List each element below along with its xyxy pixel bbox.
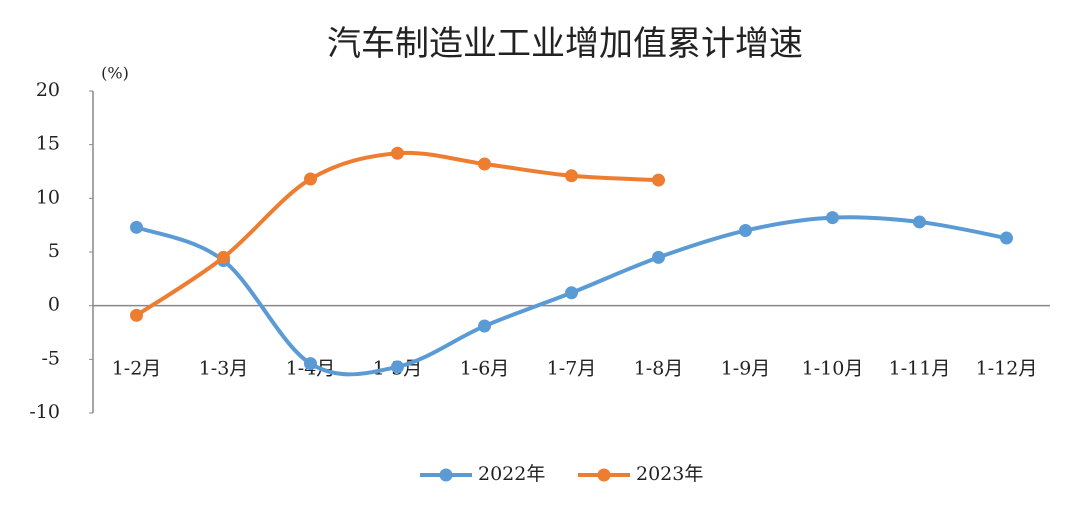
series-point bbox=[913, 215, 926, 229]
series-point bbox=[304, 172, 317, 186]
series-point bbox=[391, 146, 404, 160]
series-point bbox=[652, 250, 665, 264]
y-tick-label: 20 bbox=[36, 79, 60, 101]
series-point bbox=[130, 220, 143, 234]
legend-label: 2022年 bbox=[478, 463, 545, 485]
series-point bbox=[739, 224, 752, 238]
x-tick-label: 1-6月 bbox=[460, 358, 510, 380]
series-point bbox=[1000, 231, 1013, 245]
y-tick-label: 5 bbox=[48, 240, 60, 262]
y-unit: (%) bbox=[101, 64, 129, 83]
series-point bbox=[391, 360, 404, 374]
chart-title: 汽车制造业工业增加值累计增速 bbox=[327, 24, 803, 64]
series-point bbox=[565, 286, 578, 300]
x-tick-label: 1-9月 bbox=[721, 358, 771, 380]
x-tick-label: 1-11月 bbox=[889, 358, 951, 380]
y-tick-label: 10 bbox=[36, 186, 60, 208]
series-point bbox=[130, 308, 143, 322]
y-tick-label: 15 bbox=[36, 133, 60, 155]
series-point bbox=[826, 211, 839, 225]
x-tick-label: 1-8月 bbox=[634, 358, 684, 380]
y-tick-label: -5 bbox=[41, 347, 60, 369]
x-tick-label: 1-7月 bbox=[547, 358, 597, 380]
series-point bbox=[478, 157, 491, 171]
series-point bbox=[565, 169, 578, 183]
series-point bbox=[304, 357, 317, 371]
y-tick-label: 0 bbox=[48, 294, 60, 316]
x-tick-label: 1-12月 bbox=[976, 358, 1038, 380]
legend-label: 2023年 bbox=[636, 463, 703, 485]
series-point bbox=[217, 250, 230, 264]
legend-marker bbox=[597, 468, 611, 482]
x-tick-label: 1-3月 bbox=[199, 358, 249, 380]
series-point bbox=[652, 173, 665, 187]
y-tick-label: -10 bbox=[29, 401, 60, 423]
series-point bbox=[478, 319, 491, 333]
x-tick-label: 1-2月 bbox=[112, 358, 162, 380]
legend-marker bbox=[439, 468, 453, 482]
x-tick-label: 1-10月 bbox=[802, 358, 864, 380]
